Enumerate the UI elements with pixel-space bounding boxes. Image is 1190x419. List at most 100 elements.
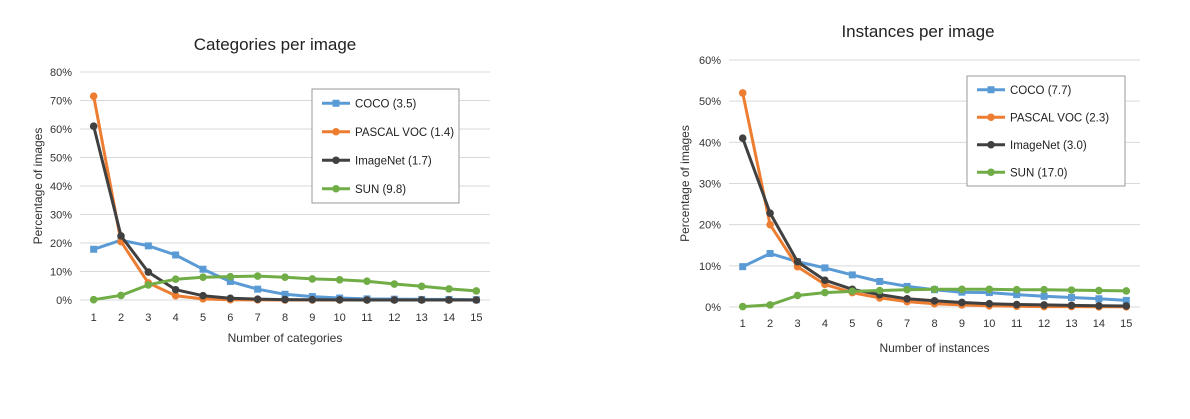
legend-label-pascal-voc-2-3: PASCAL VOC (2.3) — [1010, 112, 1109, 124]
point-sun-17-0 — [766, 301, 774, 309]
x-tick-label: 14 — [1093, 318, 1105, 330]
point-sun-17-0 — [1067, 286, 1076, 294]
point-imagenet-1-7 — [144, 268, 153, 276]
y-tick-label: 60% — [50, 124, 72, 136]
point-imagenet-1-7 — [308, 295, 317, 304]
chart-svg-categories: Categories per image 0% 10% 20% 30% 40% 50% 60%… — [31, 35, 490, 345]
legend-marker-pascal-voc-1-4 — [332, 127, 340, 136]
x-tick-label: 9 — [309, 312, 315, 324]
chart-svg-instances: Instances per image 0% 10% 20% 30% 40% 50% 60% 1… — [678, 22, 1140, 355]
point-coco-7-7 — [766, 249, 774, 257]
point-coco-3-5 — [172, 251, 180, 259]
point-imagenet-1-7 — [417, 296, 426, 304]
point-sun-9-8 — [199, 273, 207, 282]
x-tick-label: 2 — [118, 312, 124, 324]
point-imagenet-3-0 — [958, 298, 966, 307]
x-tick-label: 5 — [200, 312, 206, 324]
point-coco-3-5 — [254, 285, 262, 293]
point-sun-17-0 — [1012, 285, 1021, 294]
point-sun-17-0 — [1040, 285, 1048, 294]
x-tick-label: 5 — [849, 318, 855, 330]
x-tick-label: 1 — [91, 312, 97, 324]
x-tick-label: 13 — [1065, 318, 1077, 330]
legend-box — [966, 75, 1126, 187]
y-tick-label: 10% — [50, 267, 72, 279]
chart-title: Instances per image — [841, 22, 994, 41]
x-tick-label: 3 — [794, 318, 800, 330]
y-tick-label: 0% — [705, 302, 721, 314]
point-sun-9-8 — [253, 272, 262, 280]
point-sun-17-0 — [958, 285, 966, 294]
x-tick-label: 10 — [983, 318, 995, 330]
point-sun-17-0 — [821, 288, 829, 297]
x-axis-label: Number of instances — [879, 341, 989, 355]
x-tick-label: 1 — [740, 318, 746, 330]
point-coco-7-7 — [1013, 291, 1021, 299]
point-sun-9-8 — [472, 287, 481, 295]
legend-marker-sun-17-0 — [987, 168, 995, 177]
y-tick-label: 80% — [50, 67, 72, 79]
point-sun-9-8 — [417, 282, 426, 291]
legend-box — [311, 88, 460, 204]
x-tick-label: 11 — [361, 312, 372, 324]
point-coco-3-5 — [226, 277, 234, 285]
y-tick-label: 20% — [50, 238, 72, 250]
y-tick-label: 70% — [50, 96, 72, 108]
point-sun-17-0 — [1122, 287, 1131, 295]
x-tick-label: 10 — [334, 312, 346, 324]
x-tick-label: 6 — [877, 318, 883, 330]
legend-label-imagenet-3-0: ImageNet (3.0) — [1010, 140, 1087, 152]
point-imagenet-3-0 — [738, 134, 747, 143]
point-imagenet-3-0 — [930, 297, 939, 305]
x-tick-label: 4 — [822, 318, 828, 330]
legend-label-sun-9-8: SUN (9.8) — [355, 184, 406, 196]
legend-marker-coco-3-5 — [332, 99, 340, 107]
point-coco-7-7 — [1040, 292, 1048, 300]
chart-categories-per-image: Categories per image 0% 10% 20% 30% 40% 50% 60%… — [31, 35, 490, 345]
x-tick-label: 8 — [282, 312, 288, 324]
point-sun-9-8 — [335, 275, 344, 284]
point-sun-17-0 — [903, 285, 911, 294]
point-imagenet-1-7 — [171, 285, 180, 294]
legend-label-imagenet-1-7: ImageNet (1.7) — [355, 155, 432, 167]
point-imagenet-3-0 — [821, 276, 829, 285]
chart-instances-per-image: Instances per image 0% 10% 20% 30% 40% 50% 60% 1… — [595, 0, 1190, 419]
point-imagenet-3-0 — [766, 209, 774, 217]
x-tick-label: 12 — [1038, 318, 1050, 330]
x-tick-label: 7 — [904, 318, 910, 330]
point-coco-3-5 — [90, 245, 98, 253]
x-tick-label: 12 — [388, 312, 400, 324]
point-coco-7-7 — [848, 271, 856, 279]
point-sun-9-8 — [390, 280, 399, 288]
legend-label-coco-7-7: COCO (7.7) — [1010, 85, 1072, 97]
point-coco-7-7 — [1122, 296, 1130, 304]
point-sun-17-0 — [1095, 286, 1103, 295]
point-imagenet-1-7 — [390, 296, 399, 304]
point-sun-9-8 — [226, 272, 235, 281]
point-imagenet-3-0 — [1122, 302, 1131, 310]
point-imagenet-1-7 — [199, 291, 207, 300]
point-pascal-voc-2-3 — [738, 89, 747, 97]
y-tick-label: 0% — [56, 295, 72, 307]
x-tick-label: 8 — [931, 318, 937, 330]
point-sun-17-0 — [848, 287, 857, 296]
x-tick-label: 6 — [227, 312, 233, 324]
legend-marker-pascal-voc-2-3 — [987, 113, 995, 122]
point-imagenet-1-7 — [445, 296, 453, 304]
legend-label-coco-3-5: COCO (3.5) — [355, 98, 417, 110]
point-sun-17-0 — [930, 285, 939, 294]
point-pascal-voc-1-4 — [89, 92, 98, 101]
chart-title: Categories per image — [194, 35, 357, 54]
point-coco-7-7 — [1095, 295, 1103, 303]
y-tick-label: 10% — [699, 261, 721, 273]
point-imagenet-1-7 — [89, 122, 98, 130]
legend-label-sun-17-0: SUN (17.0) — [1010, 167, 1068, 179]
point-imagenet-3-0 — [1040, 301, 1048, 309]
point-sun-9-8 — [281, 273, 289, 282]
point-coco-7-7 — [821, 264, 829, 272]
legend: COCO (7.7) PASCAL VOC (2.3) ImageNet (3.0)… — [966, 75, 1126, 187]
x-tick-label: 4 — [173, 312, 179, 324]
point-imagenet-3-0 — [1067, 301, 1076, 310]
point-pascal-voc-1-4 — [171, 291, 180, 300]
legend-label-pascal-voc-1-4: PASCAL VOC (1.4) — [355, 127, 454, 139]
